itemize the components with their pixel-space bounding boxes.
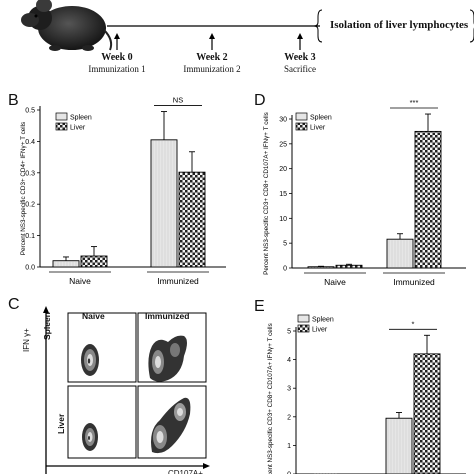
panel-letter-c: C <box>8 296 20 313</box>
flow-contour <box>82 423 98 451</box>
legend-label-liver: Liver <box>70 125 86 132</box>
panel-b-chart: 0.0 0.1 0.2 0.3 0.4 0.5 Percent NS3-specific C… <box>20 96 226 286</box>
panel-letter-b: B <box>8 92 19 109</box>
flow-x-axis-label: CD107A+ <box>168 469 203 474</box>
y-tick-label: 0 <box>287 472 291 474</box>
mouse-image <box>21 0 113 51</box>
bar-liver-1 <box>413 353 441 474</box>
significance-label: NS <box>173 96 183 105</box>
flow-plot-liver-naive <box>67 385 137 459</box>
timeline-week-3: Week 3 <box>284 52 316 63</box>
timeline-label-0: Immunization 1 <box>88 64 146 74</box>
flow-plot-spleen-naive <box>67 312 137 383</box>
flow-y-axis-label: IFN γ+ <box>22 328 31 352</box>
group-label-0: Naive <box>69 276 91 286</box>
legend-swatch-liver <box>295 122 308 131</box>
y-tick-label: 20 <box>279 166 287 173</box>
flow-row-label-spleen: Spleen <box>42 312 52 340</box>
flow-col-label-naive: Naive <box>82 311 105 321</box>
y-tick-label: 0.5 <box>25 108 35 115</box>
timeline-week-0: Week 0 <box>101 52 133 63</box>
timeline-arrow-3 <box>297 33 303 50</box>
y-tick-label: 2 <box>287 414 291 421</box>
group-label-0: Naive <box>324 277 346 287</box>
legend-label-liver: Liver <box>312 327 328 334</box>
timeline-label-3: Sacrifice <box>284 64 316 74</box>
timeline-label-2: Immunization 2 <box>183 64 241 74</box>
y-tick-label: 4 <box>287 357 291 364</box>
legend-label-spleen: Spleen <box>310 115 332 122</box>
legend-swatch-spleen <box>295 112 308 121</box>
timeline-arrow-0 <box>114 33 120 50</box>
group-label-1: Immunized <box>393 277 435 287</box>
legend-swatch-liver <box>297 324 310 333</box>
flow-contour <box>151 397 191 454</box>
flow-contour <box>148 335 187 382</box>
y-tick-label: 10 <box>279 216 287 223</box>
timeline-arrow-2 <box>209 33 215 50</box>
panel-c-flow <box>43 306 210 474</box>
y-tick-label: 0 <box>283 266 287 273</box>
legend-label-spleen: Spleen <box>70 115 92 122</box>
flow-row-label-liver: Liver <box>56 413 66 434</box>
bar-liver-1 <box>178 171 206 268</box>
y-tick-label: 3 <box>287 386 291 393</box>
legend-swatch-liver <box>55 122 68 131</box>
y-tick-label: 1 <box>287 443 291 450</box>
significance-label: * <box>412 319 415 328</box>
panel-letter-d: D <box>254 92 266 109</box>
y-tick-label: 0.3 <box>25 170 35 177</box>
y-axis-label: Percent NS3-specific CD3+ CD8+ CD107A+ I… <box>263 112 270 275</box>
panel-letter-e: E <box>254 298 265 315</box>
bar-spleen-1 <box>150 139 178 268</box>
y-tick-label: 0.2 <box>25 202 35 209</box>
legend-label-liver: Liver <box>310 125 326 132</box>
y-axis-label: ercent NS3-specific CD3+ CD8+ CD107A+ IF… <box>267 323 274 474</box>
y-tick-label: 5 <box>283 241 287 248</box>
bar-liver-1 <box>414 130 442 269</box>
y-tick-label: 25 <box>279 141 287 148</box>
panel-d-chart: 0 5 10 15 20 25 30 Percent NS3-specific CD3+ CD… <box>263 98 466 287</box>
y-tick-label: 15 <box>279 191 287 198</box>
y-tick-label: 5 <box>287 329 291 336</box>
y-tick-label: 30 <box>279 117 287 124</box>
legend-swatch-spleen <box>297 314 310 323</box>
y-axis-label: Percent NS3-specific CD3+ CD4+ IFNγ+ T c… <box>20 122 27 255</box>
panel-e-chart: 0 1 2 3 4 5 ercent NS3-specific CD3+ CD8+ CD10… <box>267 314 466 474</box>
flow-contour <box>81 344 99 376</box>
significance-label: *** <box>410 98 419 107</box>
group-label-1: Immunized <box>157 276 199 286</box>
legend-swatch-spleen <box>55 112 68 121</box>
y-tick-label: 0.1 <box>25 233 35 240</box>
timeline-header: Isolation of liver lymphocytes <box>330 19 469 31</box>
flow-col-label-immunized: Immunized <box>145 311 190 321</box>
timeline-week-2: Week 2 <box>196 52 228 63</box>
legend-label-spleen: Spleen <box>312 317 334 324</box>
y-tick-label: 0.0 <box>25 265 35 272</box>
y-tick-label: 0.4 <box>25 139 35 146</box>
